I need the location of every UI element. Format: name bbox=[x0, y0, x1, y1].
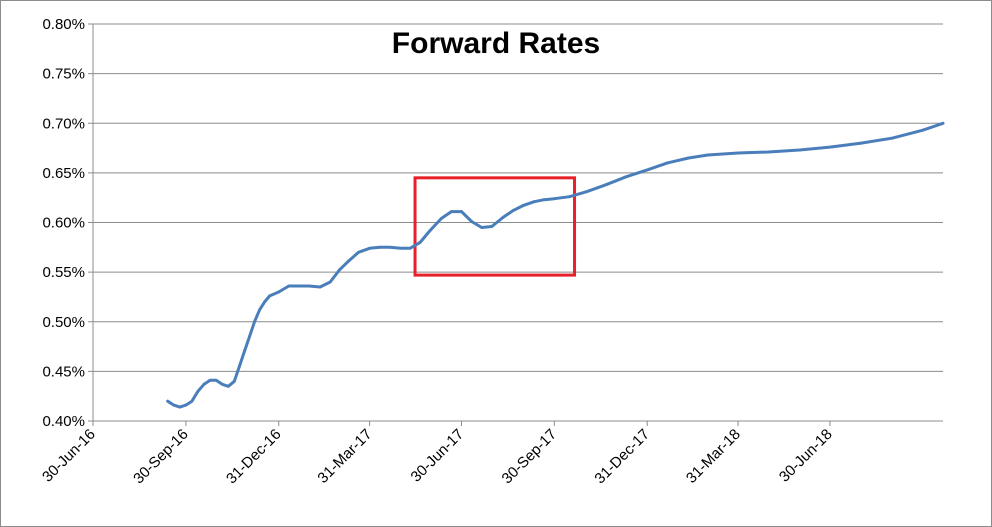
data-point bbox=[378, 245, 382, 249]
y-tick-label: 0.55% bbox=[42, 264, 85, 281]
data-point bbox=[449, 210, 453, 213]
data-point bbox=[268, 294, 272, 298]
highlight-box bbox=[413, 176, 577, 277]
data-point bbox=[368, 246, 372, 250]
annotation-layer bbox=[413, 176, 577, 277]
y-tick-label: 0.40% bbox=[42, 413, 85, 430]
data-point bbox=[828, 145, 832, 149]
data-point bbox=[706, 153, 710, 157]
data-point bbox=[226, 384, 230, 388]
data-point bbox=[318, 285, 322, 289]
y-tick-label: 0.75% bbox=[42, 66, 85, 83]
x-tick-label: 31-Dec-17 bbox=[591, 426, 653, 488]
series-line bbox=[166, 121, 945, 409]
data-point bbox=[532, 200, 536, 204]
x-axis-tick-labels: 30-Jun-16 30-Sep-16 31-Dec-16 31-Mar-17 30-J… bbox=[39, 426, 836, 488]
data-point bbox=[736, 151, 740, 155]
data-point bbox=[521, 204, 525, 208]
data-point bbox=[184, 403, 188, 407]
data-point bbox=[687, 156, 691, 160]
data-point bbox=[921, 128, 925, 132]
data-point bbox=[337, 268, 341, 272]
data-point bbox=[232, 379, 236, 383]
x-tick-label: 30-Sep-16 bbox=[130, 426, 192, 488]
data-point bbox=[190, 399, 194, 403]
data-point bbox=[214, 378, 218, 382]
x-tick-label: 31-Dec-16 bbox=[223, 426, 285, 488]
axes bbox=[88, 23, 943, 426]
x-tick-label: 30-Jun-16 bbox=[39, 426, 99, 486]
data-point bbox=[307, 284, 311, 288]
data-point bbox=[388, 245, 392, 249]
data-point bbox=[243, 350, 246, 353]
data-point bbox=[624, 175, 628, 179]
y-tick-label: 0.65% bbox=[42, 165, 85, 182]
data-point bbox=[470, 220, 473, 223]
data-point bbox=[253, 320, 256, 324]
chart-title: Forward Rates bbox=[392, 27, 600, 60]
data-point bbox=[585, 190, 589, 194]
data-point bbox=[552, 197, 556, 201]
data-point bbox=[439, 217, 443, 220]
data-point bbox=[237, 365, 241, 368]
y-tick-label: 0.50% bbox=[42, 314, 85, 331]
data-point bbox=[604, 183, 608, 187]
data-point bbox=[172, 403, 176, 407]
gridlines bbox=[93, 23, 943, 372]
data-point bbox=[666, 161, 669, 165]
data-point bbox=[202, 382, 206, 386]
data-point bbox=[490, 225, 494, 228]
data-point bbox=[196, 389, 200, 393]
x-tick-label: 30-Jun-18 bbox=[776, 426, 836, 486]
y-tick-label: 0.70% bbox=[42, 115, 85, 132]
data-point bbox=[568, 195, 571, 199]
data-point bbox=[220, 382, 224, 386]
data-point bbox=[263, 300, 267, 304]
data-point bbox=[208, 378, 212, 382]
data-point bbox=[645, 168, 649, 172]
data-point bbox=[328, 280, 332, 284]
y-tick-label: 0.80% bbox=[42, 16, 85, 33]
data-point bbox=[357, 250, 360, 254]
data-point bbox=[277, 290, 281, 294]
data-point bbox=[428, 229, 432, 232]
data-point bbox=[501, 216, 505, 219]
data-point bbox=[941, 121, 945, 125]
data-point bbox=[248, 335, 251, 339]
data-point bbox=[859, 141, 863, 145]
data-point bbox=[399, 246, 403, 250]
data-point bbox=[480, 226, 484, 229]
x-tick-label: 31-Mar-18 bbox=[683, 426, 744, 487]
data-point bbox=[766, 150, 770, 154]
data-point bbox=[408, 246, 412, 250]
data-point bbox=[297, 284, 301, 288]
data-point bbox=[347, 259, 350, 263]
data-point bbox=[798, 148, 802, 152]
data-point bbox=[891, 136, 894, 140]
data-point bbox=[166, 399, 170, 403]
x-tick-label: 30-Sep-17 bbox=[499, 426, 561, 488]
data-point bbox=[542, 198, 546, 202]
y-tick-label: 0.45% bbox=[42, 363, 85, 380]
x-tick-label: 31-Mar-17 bbox=[314, 426, 375, 487]
series-layer bbox=[166, 121, 945, 409]
y-axis-tick-labels: 0.40% 0.45% 0.50% 0.55% 0.60% 0.65% 0.70% 0.75%… bbox=[42, 16, 85, 430]
x-tick-label: 30-Jun-17 bbox=[408, 426, 468, 486]
data-point bbox=[511, 209, 515, 212]
data-point bbox=[418, 240, 422, 244]
y-tick-label: 0.60% bbox=[42, 215, 85, 232]
data-point bbox=[287, 284, 291, 288]
data-point bbox=[258, 308, 261, 312]
data-point bbox=[460, 210, 463, 213]
data-point bbox=[178, 405, 182, 409]
